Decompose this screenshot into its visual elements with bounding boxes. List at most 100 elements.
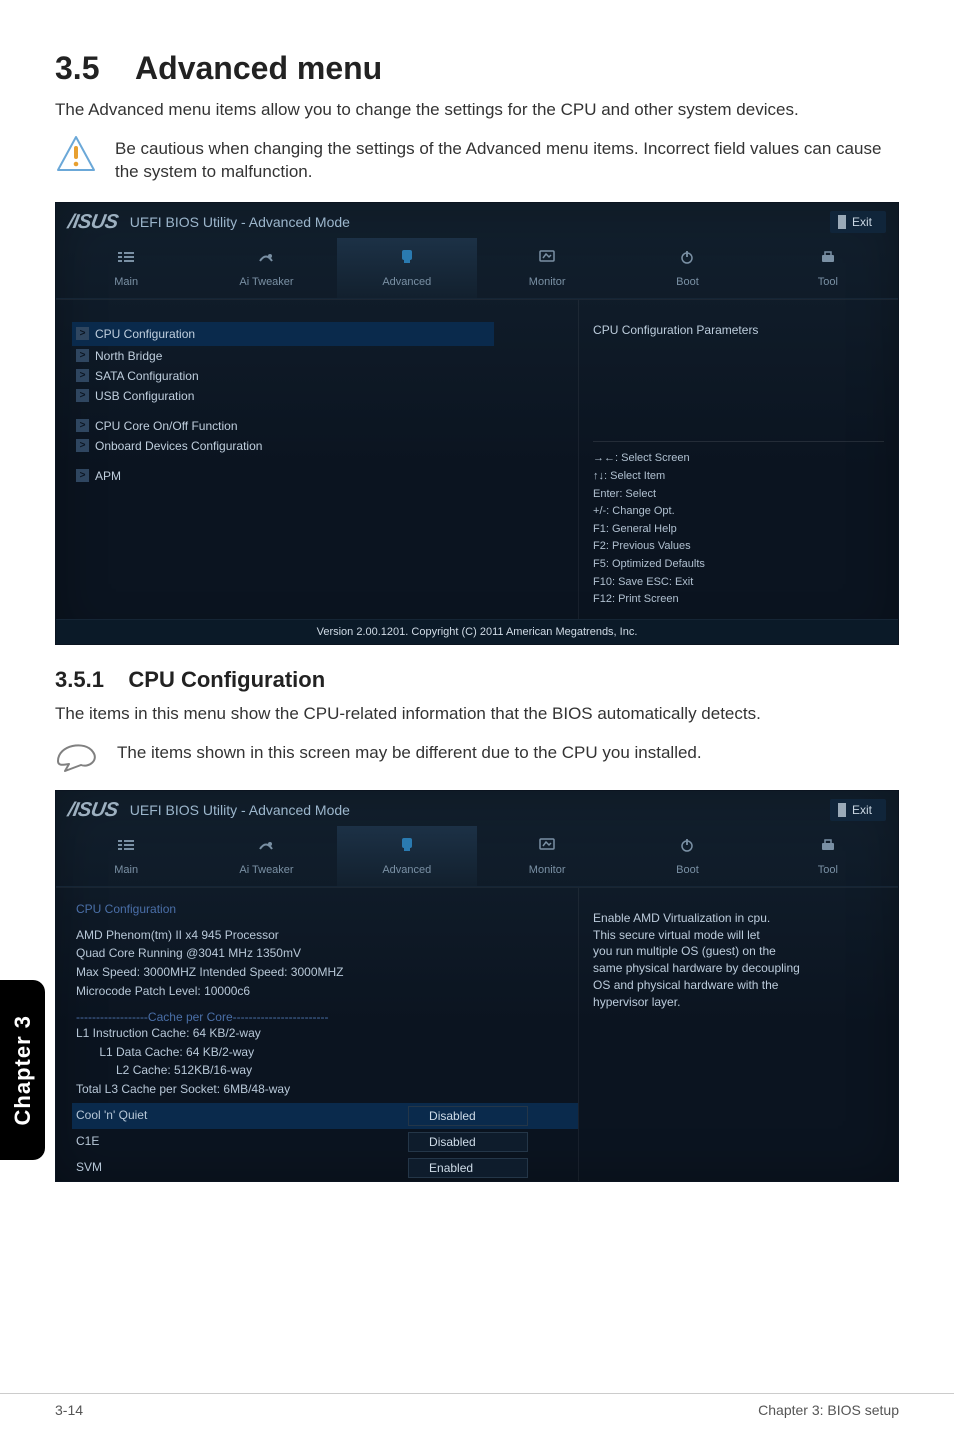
cache-lines: L1 Instruction Cache: 64 KB/2-way L1 Dat…: [76, 1024, 578, 1098]
note-text: The items shown in this screen may be di…: [117, 738, 702, 765]
nav-line: Enter: Select: [593, 486, 884, 504]
setting-c1e[interactable]: C1EDisabled: [76, 1129, 578, 1155]
nav-line: F12: Print Screen: [593, 591, 884, 609]
tab-icon: [477, 838, 617, 856]
setting-label: Cool 'n' Quiet: [76, 1106, 147, 1125]
bios-screenshot-cpu-config: /ISUS UEFI BIOS Utility - Advanced Mode …: [55, 790, 899, 1182]
tab-icon: [196, 838, 336, 856]
bios-help-panel: CPU Configuration Parameters →←: Select …: [578, 300, 898, 619]
tab-icon: [56, 250, 196, 268]
help-line: OS and physical hardware with the: [593, 977, 884, 994]
menu-item-usb-configuration[interactable]: > USB Configuration: [76, 386, 578, 406]
tab-advanced[interactable]: Advanced: [337, 238, 477, 298]
nav-help: →←: Select Screen↑↓: Select ItemEnter: S…: [593, 441, 884, 608]
menu-item-sata-configuration[interactable]: > SATA Configuration: [76, 366, 578, 386]
help-line: you run multiple OS (guest) on the: [593, 943, 884, 960]
tab-tool[interactable]: Tool: [758, 826, 898, 886]
cpu-config-heading: CPU Configuration: [76, 902, 578, 916]
subsection-intro: The items in this menu show the CPU-rela…: [55, 703, 899, 726]
page-number: 3-14: [55, 1402, 83, 1418]
tab-label: Boot: [676, 864, 699, 876]
page-chapter: Chapter 3: BIOS setup: [758, 1402, 899, 1418]
tab-label: Monitor: [529, 864, 566, 876]
tab-advanced[interactable]: Advanced: [337, 826, 477, 886]
chevron-right-icon: >: [76, 349, 89, 362]
setting-value: Enabled: [408, 1158, 528, 1178]
subsection-title: 3.5.1 CPU Configuration: [55, 667, 899, 693]
help-line: Enable AMD Virtualization in cpu.: [593, 910, 884, 927]
bios-tabs: MainAi Tweaker Advanced Monitor Boot Tool: [56, 826, 898, 887]
menu-item-label: SATA Configuration: [95, 369, 199, 383]
tab-label: Main: [114, 276, 138, 288]
brand-logo: /ISUS: [66, 799, 120, 822]
tab-monitor[interactable]: Monitor: [477, 826, 617, 886]
menu-item-label: USB Configuration: [95, 389, 194, 403]
nav-line: F5: Optimized Defaults: [593, 556, 884, 574]
exit-button[interactable]: Exit: [830, 211, 886, 233]
exit-button[interactable]: Exit: [830, 799, 886, 821]
tab-label: Tool: [818, 864, 838, 876]
menu-item-north-bridge[interactable]: > North Bridge: [76, 346, 578, 366]
menu-item-label: North Bridge: [95, 349, 162, 363]
tab-tool[interactable]: Tool: [758, 238, 898, 298]
bios-screenshot-advanced-menu: /ISUS UEFI BIOS Utility - Advanced Mode …: [55, 202, 899, 645]
tab-ai-tweaker[interactable]: Ai Tweaker: [196, 826, 336, 886]
tab-ai-tweaker[interactable]: Ai Tweaker: [196, 238, 336, 298]
setting-label: SVM: [76, 1158, 102, 1177]
chevron-right-icon: >: [76, 469, 89, 482]
tab-label: Tool: [818, 276, 838, 288]
subsection-number: 3.5.1: [55, 667, 104, 692]
chapter-tab: Chapter 3: [0, 980, 45, 1160]
bios-footer: Version 2.00.1201. Copyright (C) 2011 Am…: [56, 619, 898, 644]
menu-item-onboard-devices-configuration[interactable]: >Onboard Devices Configuration: [76, 436, 578, 456]
tab-icon: [617, 250, 757, 268]
cache-heading: ------------------Cache per Core--------…: [76, 1010, 578, 1024]
tab-main[interactable]: Main: [56, 826, 196, 886]
tab-icon: [196, 250, 336, 268]
setting-svm[interactable]: SVM Enabled: [76, 1155, 578, 1181]
help-text: Enable AMD Virtualization in cpu.This se…: [593, 910, 884, 1011]
cpu-spec-line: Quad Core Running @3041 MHz 1350mV: [76, 944, 578, 963]
tab-label: Monitor: [529, 276, 566, 288]
setting-value: Disabled: [408, 1132, 528, 1152]
tab-label: Ai Tweaker: [239, 276, 293, 288]
tab-boot[interactable]: Boot: [617, 826, 757, 886]
exit-label: Exit: [852, 215, 872, 229]
chevron-right-icon: >: [76, 327, 89, 340]
menu-item-label: CPU Configuration: [95, 327, 195, 341]
bios-help-panel: Enable AMD Virtualization in cpu.This se…: [578, 888, 898, 1181]
tab-boot[interactable]: Boot: [617, 238, 757, 298]
bios-header: /ISUS UEFI BIOS Utility - Advanced Mode …: [56, 203, 898, 238]
tab-main[interactable]: Main: [56, 238, 196, 298]
nav-line: F2: Previous Values: [593, 538, 884, 556]
menu-item-cpu-configuration[interactable]: > CPU Configuration: [72, 322, 494, 346]
cache-line: L1 Instruction Cache: 64 KB/2-way: [76, 1024, 578, 1043]
bios-title: UEFI BIOS Utility - Advanced Mode: [130, 214, 350, 230]
cache-line: Total L3 Cache per Socket: 6MB/48-way: [76, 1080, 578, 1099]
nav-line: F10: Save ESC: Exit: [593, 574, 884, 592]
chevron-right-icon: >: [76, 389, 89, 402]
page-footer: 3-14 Chapter 3: BIOS setup: [0, 1393, 954, 1418]
section-number: 3.5: [55, 50, 99, 86]
cpu-spec-lines: AMD Phenom(tm) II x4 945 ProcessorQuad C…: [76, 926, 578, 1000]
tab-icon: [758, 838, 898, 856]
tab-icon: [337, 250, 477, 268]
cache-line: L2 Cache: 512KB/16-way: [76, 1061, 578, 1080]
tab-monitor[interactable]: Monitor: [477, 238, 617, 298]
menu-item-cpu-core-on-off-function[interactable]: >CPU Core On/Off Function: [76, 416, 578, 436]
bios-tabs: Main Ai Tweaker Advanced Monitor Boot Tool: [56, 238, 898, 299]
menu-item-label: APM: [95, 469, 121, 483]
tab-label: Advanced: [382, 864, 431, 876]
note-icon: [55, 738, 99, 772]
nav-line: ↑↓: Select Item: [593, 468, 884, 486]
section-name: Advanced menu: [135, 50, 382, 86]
tab-icon: [758, 250, 898, 268]
menu-item-apm[interactable]: > APM: [76, 466, 578, 486]
setting-cool-n-quiet[interactable]: Cool 'n' QuietDisabled: [72, 1103, 578, 1129]
chevron-right-icon: >: [76, 369, 89, 382]
cpu-spec-line: AMD Phenom(tm) II x4 945 Processor: [76, 926, 578, 945]
setting-rows: Cool 'n' Quiet DisabledC1EDisabled SVM Enab…: [76, 1103, 578, 1181]
tab-icon: [477, 250, 617, 268]
bios-header: /ISUS UEFI BIOS Utility - Advanced Mode …: [56, 791, 898, 826]
nav-line: +/-: Change Opt.: [593, 503, 884, 521]
